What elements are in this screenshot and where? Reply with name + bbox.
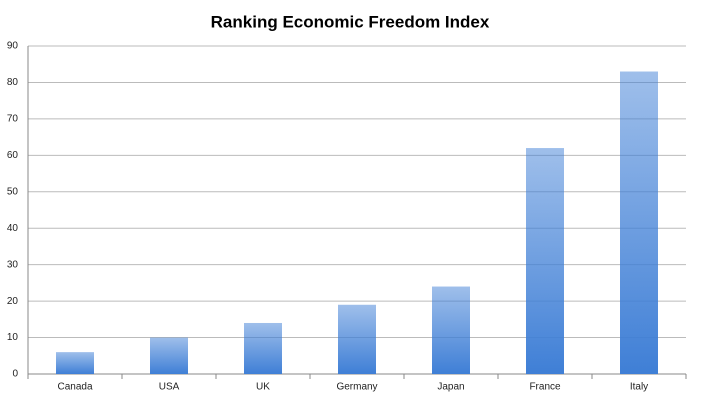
y-tick-label: 60 (7, 150, 19, 161)
bar (150, 337, 188, 374)
bar (432, 286, 470, 374)
x-tick-label: Germany (336, 382, 377, 393)
x-tick-label: Japan (437, 382, 464, 393)
bar (338, 304, 376, 374)
y-tick-label: 80 (7, 77, 19, 88)
x-tick-label: UK (256, 382, 270, 393)
y-tick-label: 90 (7, 41, 19, 52)
x-tick-label: France (529, 382, 561, 393)
y-tick-label: 10 (7, 332, 19, 343)
x-tick-label: Canada (57, 382, 92, 393)
bar (620, 71, 658, 374)
y-tick-label: 20 (7, 296, 19, 307)
x-tick-label: USA (159, 382, 180, 393)
bar (526, 148, 564, 374)
y-tick-label: 70 (7, 114, 19, 125)
bar (56, 352, 94, 374)
chart-title: Ranking Economic Freedom Index (211, 12, 490, 31)
y-tick-label: 40 (7, 223, 19, 234)
y-tick-label: 0 (12, 369, 18, 380)
bar (244, 322, 282, 374)
y-tick-label: 30 (7, 259, 19, 270)
x-tick-label: Italy (630, 382, 648, 393)
y-tick-label: 50 (7, 186, 19, 197)
